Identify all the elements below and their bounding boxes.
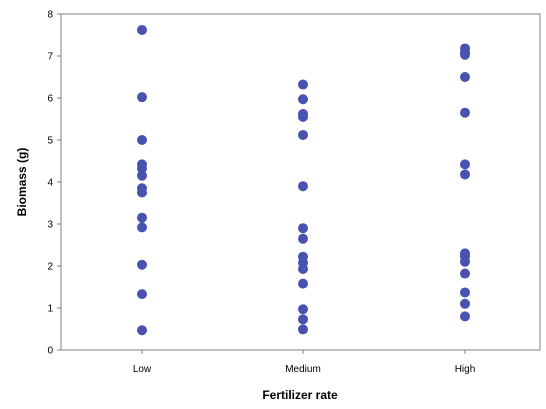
data-point [137, 135, 147, 145]
y-axis-title: Biomass (g) [15, 148, 29, 217]
data-point [137, 222, 147, 233]
x-axis: Low Medium High [133, 350, 475, 375]
data-point [298, 79, 308, 90]
data-point [298, 278, 308, 289]
data-point [460, 287, 470, 298]
data-point [137, 24, 147, 35]
data-point [298, 129, 308, 140]
data-point [298, 94, 308, 105]
y-tick-label: 8 [47, 10, 53, 21]
x-tick-label: High [455, 364, 476, 375]
data-point [460, 298, 470, 309]
data-point [460, 72, 470, 82]
data-point [298, 324, 308, 335]
data-point [137, 325, 147, 336]
data-point [298, 304, 308, 315]
x-axis-title: Fertilizer rate [262, 388, 338, 402]
data-point [298, 314, 308, 325]
data-point [460, 256, 470, 267]
y-tick-label: 3 [47, 220, 53, 231]
x-tick-label: Low [133, 364, 152, 375]
y-tick-label: 0 [47, 346, 53, 357]
data-point [460, 268, 470, 279]
y-tick-label: 6 [47, 94, 53, 105]
x-tick-label: Medium [285, 364, 321, 375]
y-tick-label: 2 [47, 262, 53, 273]
data-point [460, 311, 470, 322]
data-point [137, 92, 147, 103]
y-tick-label: 1 [47, 304, 53, 315]
data-point [460, 159, 470, 170]
data-point [137, 212, 147, 223]
data-point [137, 187, 147, 198]
y-axis: 0 1 2 3 4 5 6 7 8 [47, 10, 61, 357]
data-point [298, 263, 308, 274]
data-point [137, 289, 147, 300]
y-tick-label: 4 [47, 178, 53, 189]
data-point [137, 259, 147, 270]
data-point [137, 163, 147, 174]
data-point [460, 49, 470, 60]
data-point [298, 181, 308, 192]
y-tick-label: 5 [47, 136, 53, 147]
data-point [460, 107, 470, 118]
data-point [298, 223, 308, 234]
data-point [298, 233, 308, 244]
data-point [298, 111, 308, 122]
data-point [137, 170, 147, 181]
data-points [137, 24, 470, 336]
data-point [460, 169, 470, 180]
y-tick-label: 7 [47, 52, 53, 63]
